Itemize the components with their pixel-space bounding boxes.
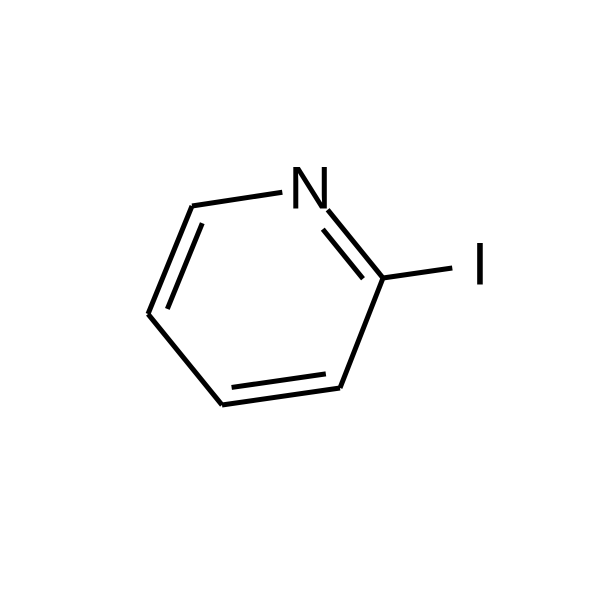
bond bbox=[148, 314, 222, 405]
bond bbox=[323, 229, 363, 279]
bond bbox=[167, 223, 202, 309]
atom-label-n: N bbox=[288, 155, 331, 222]
atom-label-i: I bbox=[472, 231, 489, 298]
bond bbox=[232, 374, 326, 388]
bond bbox=[192, 192, 282, 206]
bond bbox=[222, 388, 340, 405]
bond bbox=[340, 278, 383, 388]
bond bbox=[383, 268, 452, 278]
molecule-diagram: NI bbox=[0, 0, 600, 600]
